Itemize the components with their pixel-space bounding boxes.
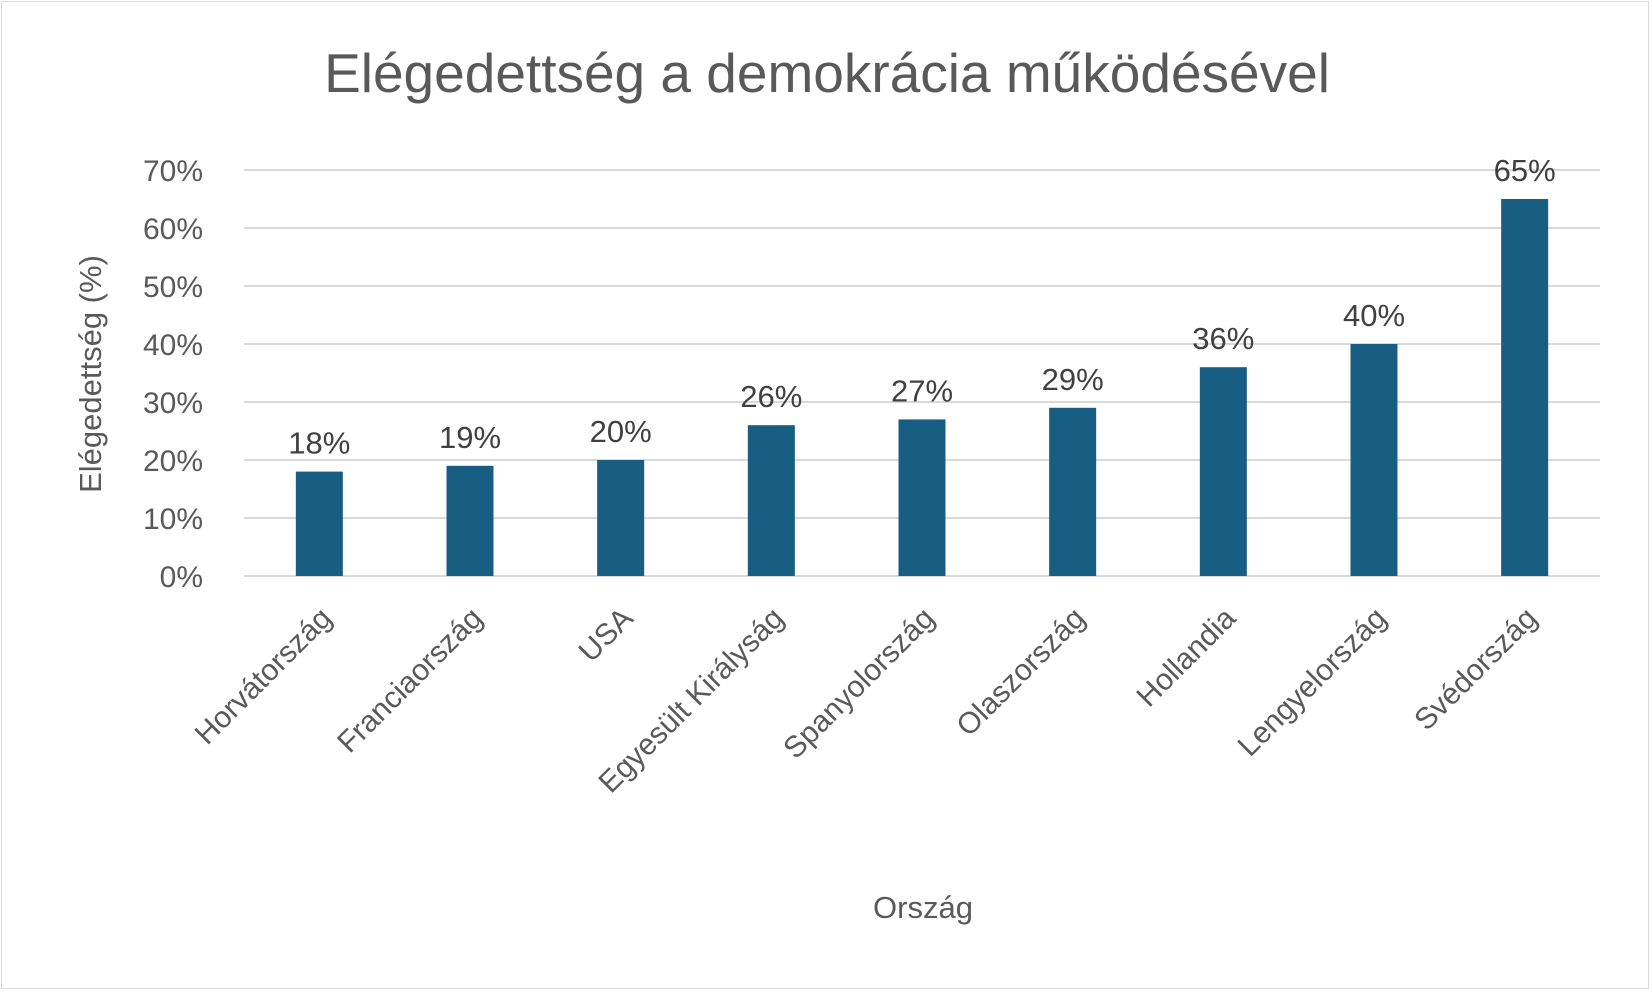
bar — [1199, 367, 1247, 576]
y-tick-label: 10% — [143, 503, 203, 536]
bar — [295, 471, 343, 576]
data-label: 27% — [891, 373, 953, 408]
y-tick-label: 70% — [143, 155, 203, 188]
data-label: 26% — [740, 379, 802, 414]
x-tick-label: USA — [573, 602, 640, 669]
bar — [898, 419, 946, 576]
y-tick-label: 40% — [143, 329, 203, 362]
y-tick-label: 50% — [143, 271, 203, 304]
chart-title: Elégedettség a demokrácia működésével — [324, 42, 1330, 104]
y-axis-title: Elégedettség (%) — [73, 255, 108, 493]
bar — [1501, 199, 1549, 576]
x-tick-label: Horvátország — [189, 602, 338, 751]
x-tick-label: Hollandia — [1130, 601, 1242, 713]
x-tick-label: Olaszország — [950, 602, 1091, 743]
data-label: 18% — [288, 426, 350, 461]
x-tick-label: Svédország — [1408, 602, 1543, 737]
bar — [1049, 407, 1097, 576]
y-tick-label: 30% — [143, 387, 203, 420]
y-tick-label: 20% — [143, 445, 203, 478]
x-tick-label: Lengyelország — [1232, 602, 1393, 763]
data-label: 40% — [1343, 298, 1405, 333]
bar — [1350, 344, 1398, 576]
y-tick-label: 0% — [160, 561, 203, 594]
bar — [747, 425, 795, 576]
data-label: 19% — [439, 420, 501, 455]
data-label: 29% — [1042, 362, 1104, 397]
bar — [597, 460, 645, 576]
data-label: 65% — [1494, 153, 1556, 188]
x-axis-title: Ország — [873, 890, 973, 925]
data-label: 20% — [590, 414, 652, 449]
x-tick-label: Franciaország — [331, 602, 489, 760]
bar — [446, 465, 494, 576]
y-tick-label: 60% — [143, 213, 203, 246]
data-label: 36% — [1192, 321, 1254, 356]
x-tick-label: Spanyolország — [777, 602, 941, 766]
